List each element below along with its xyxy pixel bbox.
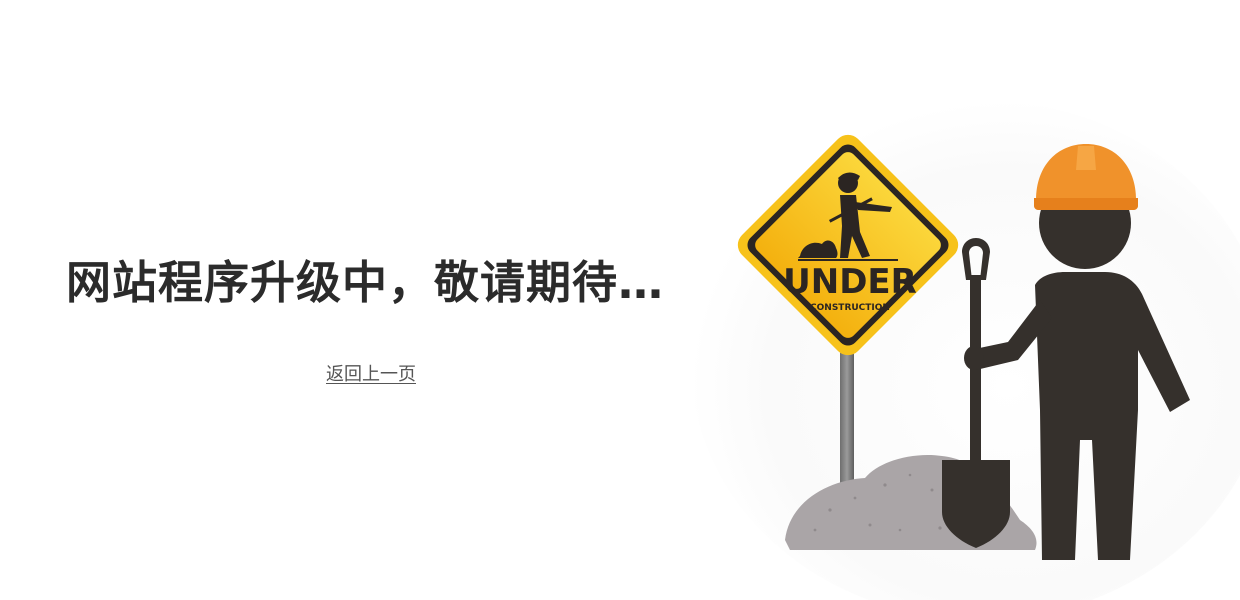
back-link[interactable]: 返回上一页 [326, 364, 416, 385]
digging-worker-icon [798, 172, 892, 258]
hard-hat-icon [1034, 144, 1138, 210]
maintenance-headline: 网站程序升级中，敬请期待… [66, 256, 665, 309]
sign-main-text: UNDER [783, 262, 917, 302]
sign-ground-line [798, 259, 898, 261]
sign-sub-text: CONSTRUCTION [810, 303, 890, 313]
shovel-icon [942, 238, 1010, 548]
under-construction-illustration: UNDER CONSTRUCTION [680, 60, 1240, 600]
